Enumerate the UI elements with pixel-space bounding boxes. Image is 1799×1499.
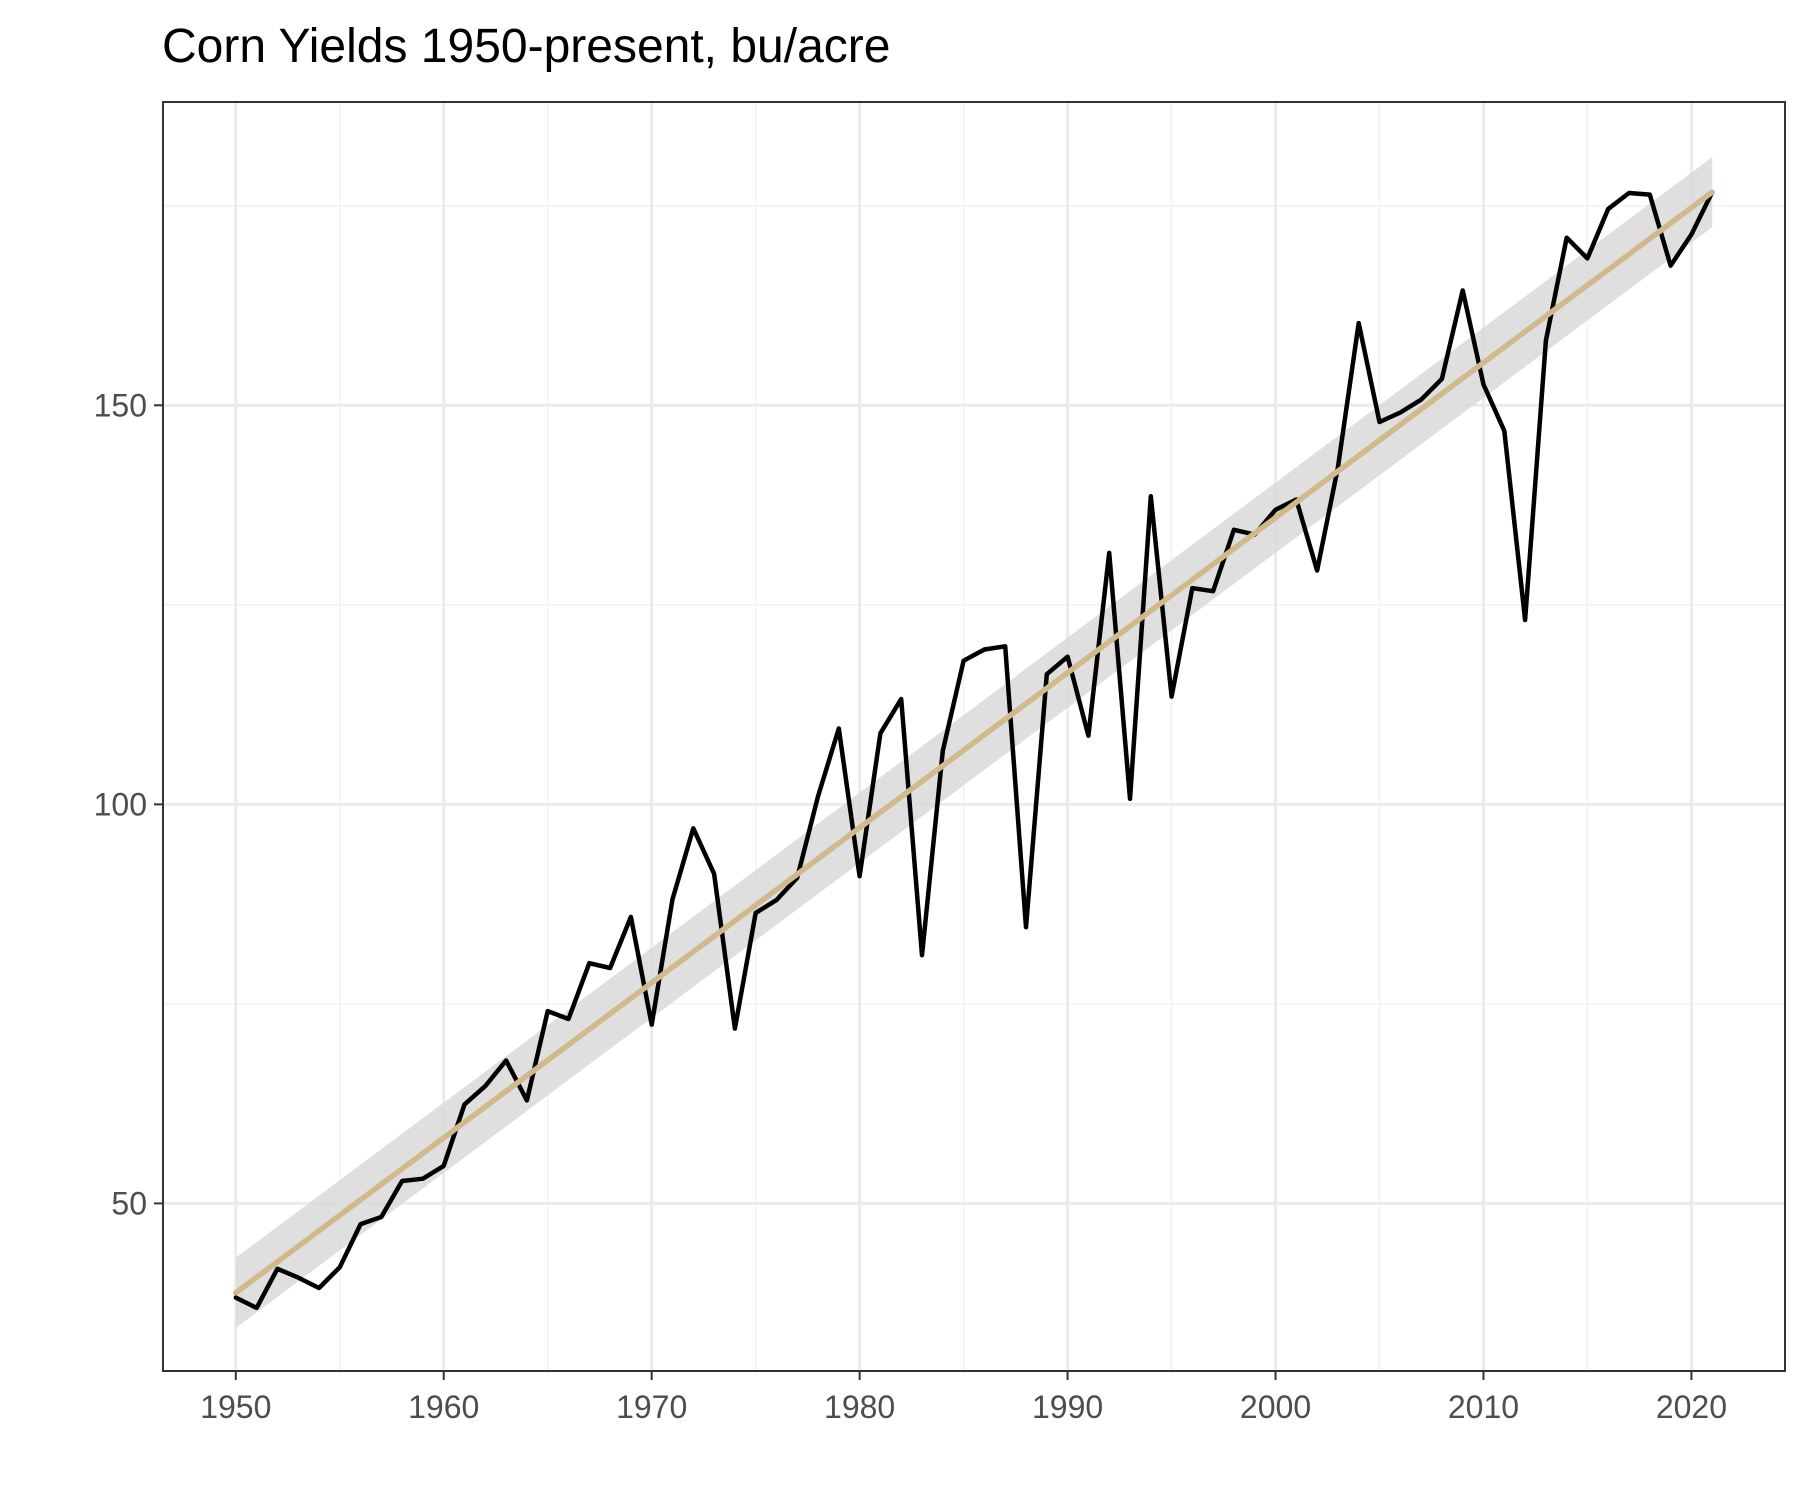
x-tick-label: 1980 (824, 1389, 895, 1425)
yield-data-point (443, 1165, 444, 1166)
yield-data-point (1005, 646, 1006, 647)
yield-data-point (1421, 399, 1422, 400)
x-tick-label: 1990 (1032, 1389, 1103, 1425)
yield-data-point (1192, 588, 1193, 589)
plot-panel: 1950 1960 1970 1980 1990 2000 2010 2020 50 100 150 (94, 101, 1786, 1425)
yield-data-point (1109, 552, 1110, 553)
chart-title: Corn Yields 1950-present, bu/acre (162, 20, 890, 73)
yield-data-point (672, 899, 673, 900)
yield-data-point (360, 1224, 361, 1225)
yield-data-point (464, 1104, 465, 1105)
yield-data-point (318, 1287, 319, 1288)
yield-data-point (1025, 927, 1026, 928)
x-tick-label: 2020 (1656, 1389, 1727, 1425)
yield-data-point (381, 1216, 382, 1217)
yield-data-point (339, 1267, 340, 1268)
yield-data-point (1150, 496, 1151, 497)
yield-data-point (402, 1181, 403, 1182)
yield-data-point (568, 1019, 569, 1020)
yield-data-point (422, 1178, 423, 1179)
yield-data-point (235, 1297, 236, 1298)
yield-data-point (1088, 735, 1089, 736)
yield-data-point (1317, 570, 1318, 571)
yield-data-point (506, 1060, 507, 1061)
yield-data-point (1441, 378, 1442, 379)
yield-data-point (838, 728, 839, 729)
yield-data-point (1545, 340, 1546, 341)
yield-data-point (1608, 208, 1609, 209)
yield-data-point (1358, 323, 1359, 324)
x-tick-label: 2000 (1240, 1389, 1311, 1425)
yield-data-point (1379, 422, 1380, 423)
x-tick-label: 1970 (616, 1389, 687, 1425)
trend-line (233, 189, 1715, 1296)
yield-data-point (1691, 234, 1692, 235)
yield-data-point (1483, 384, 1484, 385)
yield-data-point (1129, 798, 1130, 799)
yield-data-point (651, 1024, 652, 1025)
panel-border (162, 101, 1786, 1372)
yield-data-point (1067, 656, 1068, 657)
yield-data-point (1629, 192, 1630, 193)
yield-data-point (1670, 265, 1671, 266)
yield-data-point (901, 698, 902, 699)
yield-data-point (277, 1268, 278, 1269)
yield-data-point (1233, 529, 1234, 530)
yield-data-point (1462, 290, 1463, 291)
y-tick-label: 100 (94, 786, 147, 822)
yield-series-line (233, 189, 1715, 1311)
yield-data-point (942, 750, 943, 751)
yield-data-point (1566, 237, 1567, 238)
yield-data-point (1213, 591, 1214, 592)
yield-data-point (734, 1028, 735, 1029)
y-tick-label: 150 (94, 387, 147, 423)
yield-data-point (1046, 674, 1047, 675)
yield-data-point (922, 955, 923, 956)
yield-data-point (1587, 258, 1588, 259)
yield-data-point (610, 967, 611, 968)
yield-data-point (298, 1277, 299, 1278)
y-tick-label: 50 (111, 1185, 147, 1221)
yield-data-point (880, 733, 881, 734)
yield-data-point (256, 1307, 257, 1308)
x-tick-label: 2010 (1448, 1389, 1519, 1425)
yield-data-point (1649, 194, 1650, 195)
yield-data-point (984, 649, 985, 650)
yield-data-point (630, 916, 631, 917)
yield-data-point (1525, 619, 1526, 620)
yield-data-point (1400, 412, 1401, 413)
x-tick-label: 1950 (200, 1389, 271, 1425)
yield-data-point (714, 873, 715, 874)
yield-data-point (526, 1100, 527, 1101)
yield-data-point (589, 963, 590, 964)
yield-data-point (963, 660, 964, 661)
yield-data-point (818, 796, 819, 797)
yield-data-point (1171, 696, 1172, 697)
yield-data-point (859, 876, 860, 877)
yield-data-point (485, 1086, 486, 1087)
yield-data-point (776, 900, 777, 901)
yield-data-point (1504, 430, 1505, 431)
yield-data-point (1275, 509, 1276, 510)
yield-data-point (755, 912, 756, 913)
x-tick-label: 1960 (408, 1389, 479, 1425)
yield-data-point (693, 828, 694, 829)
yield-data-point (547, 1011, 548, 1012)
